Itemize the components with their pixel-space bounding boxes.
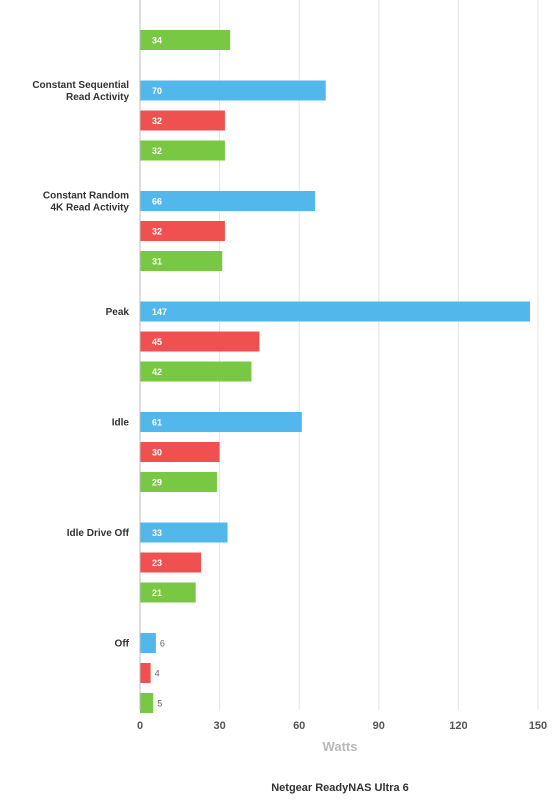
- bar: [140, 582, 196, 603]
- bar: [140, 522, 228, 543]
- data-label: 30: [152, 447, 162, 457]
- data-label: 34: [152, 35, 162, 45]
- category-label: Constant Sequential: [32, 80, 129, 91]
- x-tick-label: 90: [373, 720, 385, 732]
- x-tick-labels: 0 30 60 90 120 150: [137, 720, 547, 732]
- chart-caption: Netgear ReadyNAS Ultra 6: [271, 782, 409, 794]
- data-label: 29: [152, 477, 162, 487]
- category-label: Off: [115, 639, 130, 650]
- x-tick-label: 150: [529, 720, 547, 732]
- data-label: 6: [160, 638, 165, 648]
- data-label: 66: [152, 196, 162, 206]
- bar: [140, 140, 225, 161]
- data-label: 32: [152, 116, 162, 126]
- category-label: Peak: [106, 307, 130, 318]
- bar: [140, 552, 202, 573]
- data-label: 33: [152, 528, 162, 538]
- data-label: 4: [155, 668, 160, 678]
- data-label: 42: [152, 367, 162, 377]
- bar: [140, 110, 225, 131]
- bar: [140, 331, 260, 352]
- data-label: 45: [152, 337, 162, 347]
- bar: [140, 80, 326, 101]
- x-tick-label: 30: [213, 720, 225, 732]
- bar: [140, 221, 225, 241]
- bar: [140, 663, 151, 683]
- category-label: Constant Random: [43, 191, 129, 202]
- gridlines: [219, 0, 539, 710]
- data-label: 70: [152, 86, 162, 96]
- data-label: 5: [157, 698, 162, 708]
- data-label: 32: [152, 226, 162, 236]
- category-label: Idle Drive Off: [67, 528, 130, 539]
- bar: [140, 412, 302, 432]
- data-label: 21: [152, 588, 162, 598]
- bar: [140, 633, 156, 653]
- category-label: Idle: [112, 418, 130, 429]
- data-label: 31: [152, 256, 162, 266]
- x-tick-label: 120: [449, 720, 467, 732]
- bar: [140, 301, 531, 322]
- category-label: 4K Read Activity: [50, 203, 129, 214]
- bar: [140, 191, 316, 211]
- x-tick-label: 0: [137, 720, 143, 732]
- x-axis-title: Watts: [323, 739, 358, 754]
- data-label: 61: [152, 417, 162, 427]
- data-label: 32: [152, 146, 162, 156]
- category-label: Read Activity: [66, 92, 129, 103]
- bar: [140, 442, 220, 462]
- bar: [140, 30, 231, 50]
- x-tick-label: 60: [293, 720, 305, 732]
- bar: [140, 361, 252, 382]
- bar: [140, 693, 154, 713]
- bar: [140, 472, 217, 492]
- data-label: 147: [152, 307, 167, 317]
- data-label: 23: [152, 558, 162, 568]
- bar: [140, 251, 223, 271]
